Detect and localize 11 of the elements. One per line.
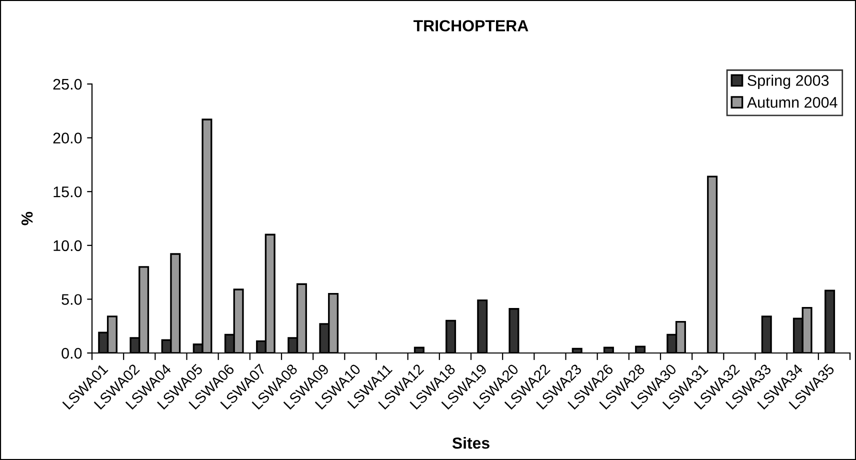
y-axis-title: %	[21, 212, 33, 226]
x-axis-title: Sites	[452, 437, 490, 449]
legend-label: Autumn 2004	[746, 96, 838, 108]
y-tick-label: 5.0	[62, 294, 82, 305]
chart-title: TRICHOPTERA	[414, 20, 528, 32]
y-tick-label: 25.0	[53, 78, 82, 90]
y-tick-label: 20.0	[53, 132, 82, 144]
legend-label: Spring 2003	[748, 74, 829, 89]
y-tick-label: 15.0	[54, 186, 82, 198]
y-tick-label: 0.0	[62, 348, 82, 359]
y-tick-label: 10.0	[54, 240, 82, 252]
